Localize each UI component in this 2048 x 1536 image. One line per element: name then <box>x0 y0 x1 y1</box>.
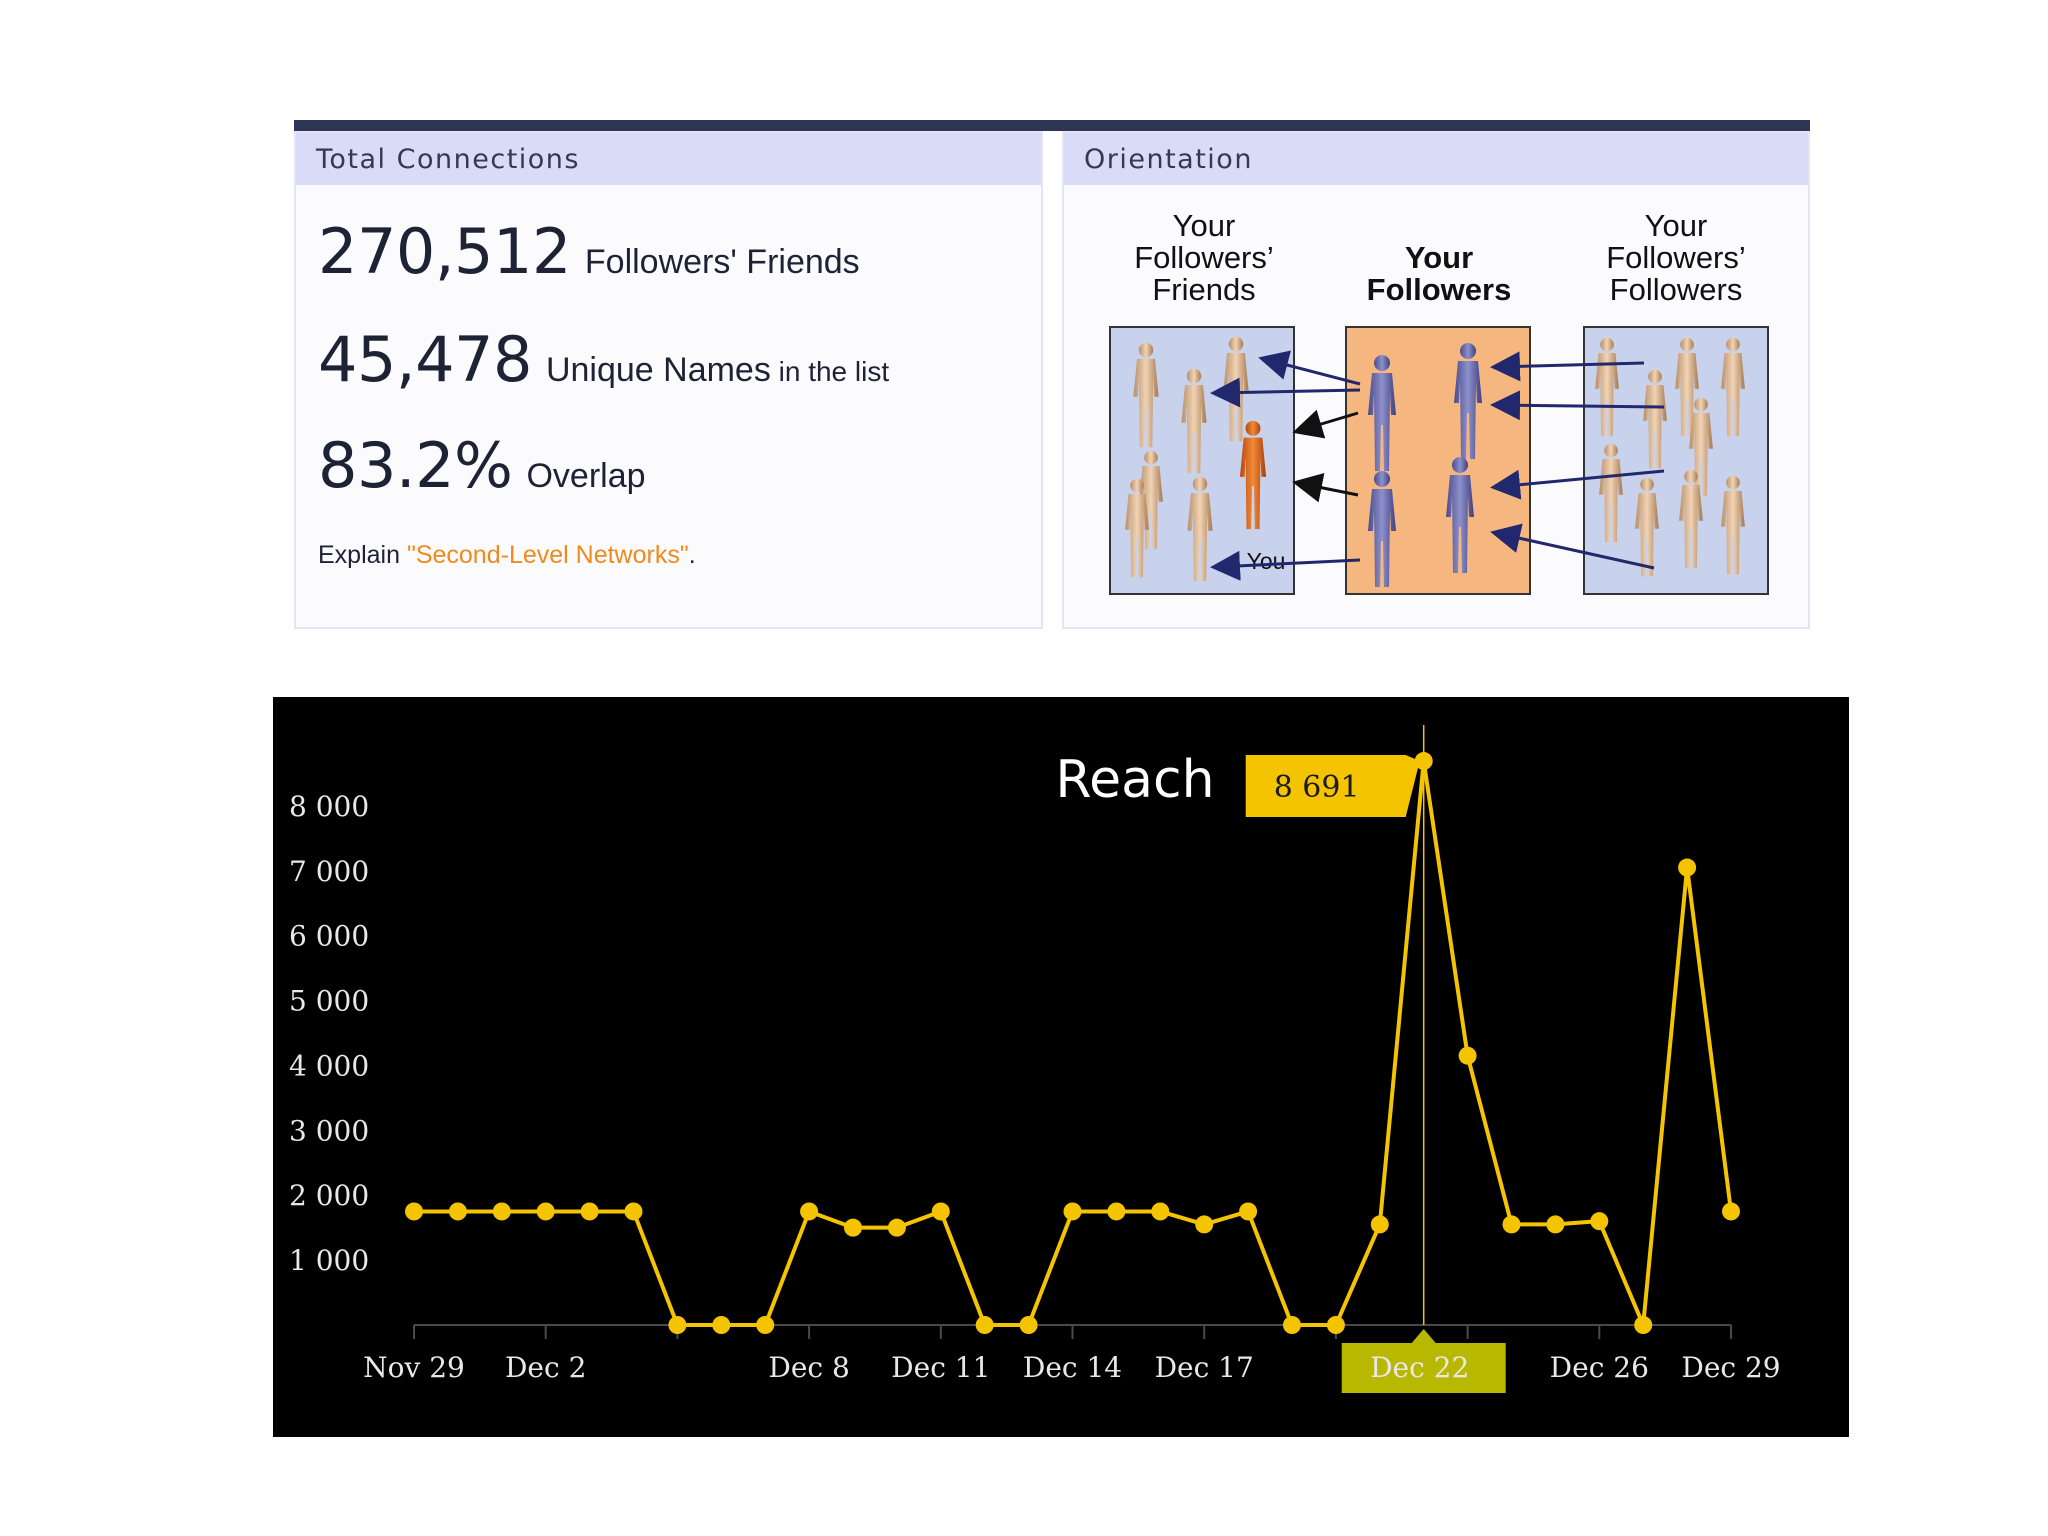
reach-series-line <box>414 759 1733 1327</box>
data-point[interactable] <box>1590 1212 1609 1231</box>
data-point[interactable] <box>1326 1316 1345 1334</box>
y-tick-label: 5 000 <box>289 985 369 1018</box>
x-tick-label: Nov 29 <box>363 1351 465 1384</box>
data-point[interactable] <box>668 1316 687 1334</box>
data-point[interactable] <box>1195 1215 1214 1234</box>
explain-prefix: Explain <box>318 541 407 569</box>
col-title-line: Followers’ <box>1134 240 1274 275</box>
x-highlight-label: Dec 22 <box>1370 1351 1469 1384</box>
x-tick-label: Dec 26 <box>1550 1351 1649 1384</box>
total-connections-panel: Total Connections 270,512 Followers' Frie… <box>294 131 1043 629</box>
stat-number: 83.2% <box>318 429 513 502</box>
y-tick-label: 4 000 <box>289 1049 369 1082</box>
data-point[interactable] <box>1151 1202 1170 1221</box>
second-level-networks-link[interactable]: "Second-Level Networks" <box>406 541 689 569</box>
data-point[interactable] <box>800 1202 819 1221</box>
y-tick-label: 8 000 <box>289 790 369 823</box>
data-point[interactable] <box>1458 1046 1477 1065</box>
data-point[interactable] <box>1107 1202 1126 1221</box>
diagram-arrows <box>1210 350 1665 581</box>
data-point[interactable] <box>1634 1316 1653 1334</box>
y-tick-label: 1 000 <box>289 1244 369 1277</box>
x-tick-label: Dec 2 <box>505 1351 586 1384</box>
col-title-line: Followers’ <box>1606 240 1746 275</box>
explain-suffix: . <box>688 541 696 569</box>
col-title-line: Followers <box>1367 272 1512 307</box>
tooltip-value: 8 691 <box>1274 770 1360 805</box>
data-point[interactable] <box>1370 1215 1389 1234</box>
x-tick-label: Dec 17 <box>1155 1351 1254 1384</box>
stat-unique-names: 45,478 Unique Names in the list <box>318 323 889 396</box>
data-point[interactable] <box>1063 1202 1082 1221</box>
stat-label: Followers' Friends <box>584 243 860 281</box>
data-point[interactable] <box>887 1218 906 1237</box>
top-bar <box>294 120 1810 131</box>
diagram-arrows-you <box>1292 409 1359 503</box>
data-point[interactable] <box>975 1316 994 1334</box>
x-tick-label: Dec 14 <box>1023 1351 1122 1384</box>
panel-header-total-connections: Total Connections <box>296 133 1041 185</box>
data-point[interactable] <box>844 1218 862 1237</box>
x-highlight-pointer <box>1411 1329 1436 1343</box>
y-tick-label: 2 000 <box>289 1179 369 1212</box>
col-title-line: Followers <box>1610 272 1743 307</box>
reach-chart: Reach 1 000 2 000 3 000 4 000 5 000 6 000 7 00… <box>273 697 1849 1437</box>
data-point[interactable] <box>1283 1316 1301 1334</box>
orientation-diagram: Your Followers’ Friends Your Followers Y… <box>1109 208 1769 595</box>
col-title-line: Your <box>1405 240 1473 275</box>
data-point[interactable] <box>536 1202 555 1221</box>
chart-title: Reach <box>1055 750 1214 810</box>
data-point[interactable] <box>580 1202 599 1221</box>
col-title-line: Your <box>1645 208 1708 243</box>
col-title-line: Friends <box>1152 272 1255 307</box>
data-point[interactable] <box>1502 1215 1521 1234</box>
reach-chart-svg: Reach 1 000 2 000 3 000 4 000 5 000 6 000 7 00… <box>289 725 1781 1393</box>
explain-text: Explain "Second-Level Networks". <box>318 541 696 570</box>
data-point[interactable] <box>1722 1202 1740 1221</box>
y-tick-label: 6 000 <box>289 920 369 953</box>
x-highlight-box <box>1341 1343 1506 1393</box>
data-point[interactable] <box>448 1202 467 1221</box>
data-point[interactable] <box>1678 858 1697 877</box>
x-tick-label: Dec 8 <box>768 1351 849 1384</box>
data-point[interactable] <box>405 1202 423 1221</box>
data-point[interactable] <box>712 1316 731 1334</box>
data-point[interactable] <box>1414 752 1433 771</box>
panel-header-orientation: Orientation <box>1064 133 1808 185</box>
data-point[interactable] <box>1019 1316 1038 1334</box>
data-point[interactable] <box>492 1202 511 1221</box>
y-tick-label: 3 000 <box>289 1114 369 1147</box>
stat-followers-friends: 270,512 Followers' Friends <box>318 215 860 288</box>
you-label: You <box>1247 548 1286 574</box>
stat-number: 270,512 <box>318 215 571 288</box>
col-title-line: Your <box>1173 208 1236 243</box>
data-point[interactable] <box>931 1202 950 1221</box>
x-tick-label: Dec 29 <box>1681 1351 1780 1384</box>
stat-label: Unique Names <box>545 351 771 389</box>
stat-label: Overlap <box>526 457 646 495</box>
y-tick-label: 7 000 <box>289 855 369 888</box>
stat-number: 45,478 <box>318 323 532 396</box>
orientation-panel: Orientation Your <box>1062 131 1810 629</box>
data-point[interactable] <box>1546 1215 1565 1234</box>
x-tick-label: Dec 11 <box>891 1351 990 1384</box>
data-point[interactable] <box>624 1202 643 1221</box>
data-point[interactable] <box>756 1316 775 1334</box>
stat-overlap: 83.2% Overlap <box>318 429 646 502</box>
stat-suffix: in the list <box>770 356 890 387</box>
data-point[interactable] <box>1239 1202 1258 1221</box>
tooltip-box <box>1245 755 1420 818</box>
